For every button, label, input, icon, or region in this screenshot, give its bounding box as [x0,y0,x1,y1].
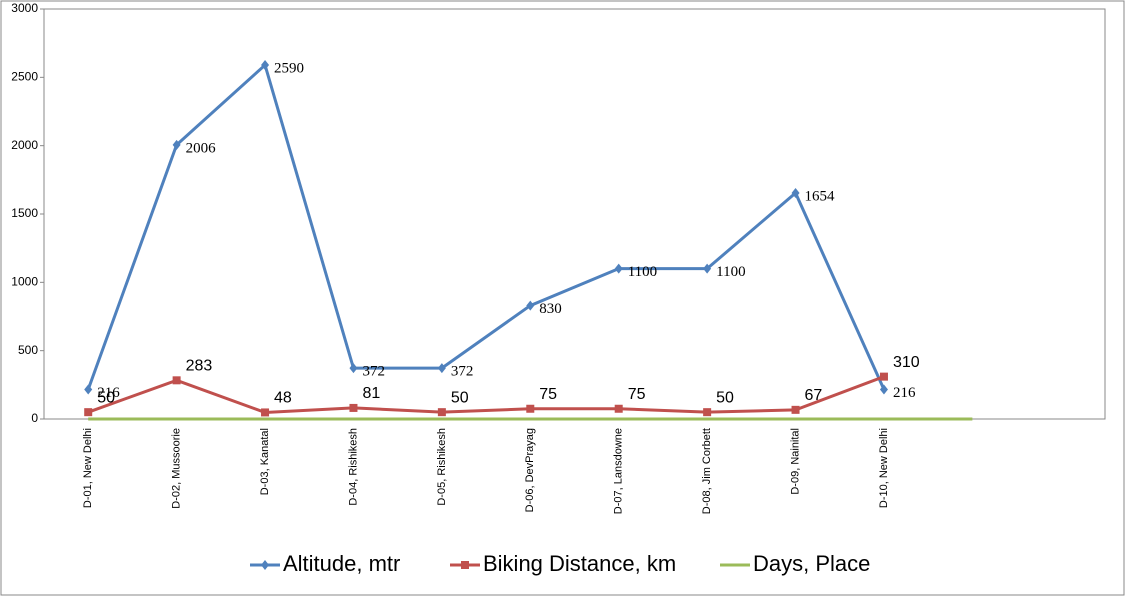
data-label: 75 [628,386,646,403]
data-label: 50 [716,389,734,406]
data-label: 372 [362,364,385,380]
x-tick-label: D-04, Rishikesh [347,428,359,506]
y-tick-label: 2500 [11,70,38,84]
x-tick-label: D-06, DevPrayag [524,428,536,512]
point [791,187,800,198]
data-label: 1100 [628,264,657,280]
point [84,408,93,417]
data-label: 2006 [186,140,217,156]
point [261,408,270,417]
point [526,404,535,413]
data-label: 310 [893,354,920,371]
x-tick-label: D-07, Lansdowne [613,428,625,514]
data-label: 48 [274,390,292,407]
data-label: 50 [97,389,115,406]
y-tick-label: 3000 [11,1,38,15]
legend-label: Biking Distance, km [483,551,676,576]
point [349,363,358,374]
point [437,408,446,417]
point [437,363,446,374]
point [879,372,888,381]
data-label: 75 [539,386,557,403]
y-tick-label: 2000 [11,138,38,152]
point [172,139,181,150]
y-tick-label: 0 [31,411,38,425]
point [703,408,712,417]
x-tick-label: D-05, Rishikesh [436,428,448,506]
data-label: 283 [186,358,213,375]
data-label: 830 [539,301,562,317]
legend-label: Altitude, mtr [283,551,400,576]
point [526,300,535,311]
x-tick-label: D-10, New Delhi [878,428,890,508]
x-tick-label: D-03, Kanatal [259,428,271,495]
x-tick-label: D-02, Mussoorie [171,428,183,509]
point [261,60,270,71]
y-tick-label: 1000 [11,275,38,289]
data-label: 50 [451,389,469,406]
data-label: 1100 [716,264,745,280]
point [614,263,623,274]
data-label: 2590 [274,60,304,76]
x-tick-label: D-08, Jim Corbett [701,428,713,514]
series-line [87,375,885,414]
y-tick-label: 1500 [11,206,38,220]
data-label: 216 [97,385,120,401]
point [703,263,712,274]
point [461,561,469,569]
point [261,560,269,570]
y-tick-label: 500 [18,343,38,357]
data-label: 372 [451,364,474,380]
point [84,384,93,395]
series-line [86,62,886,391]
x-tick-label: D-01, New Delhi [82,428,94,508]
data-label: 67 [805,387,823,404]
data-label: 1654 [805,188,836,204]
point [349,403,358,412]
point [879,384,888,395]
legend-label: Days, Place [753,551,870,576]
data-label: 216 [893,385,916,401]
data-label: 81 [362,385,380,402]
x-tick-label: D-09, Nainital [789,428,801,495]
point [172,376,181,385]
point [791,405,800,414]
point [614,404,623,413]
